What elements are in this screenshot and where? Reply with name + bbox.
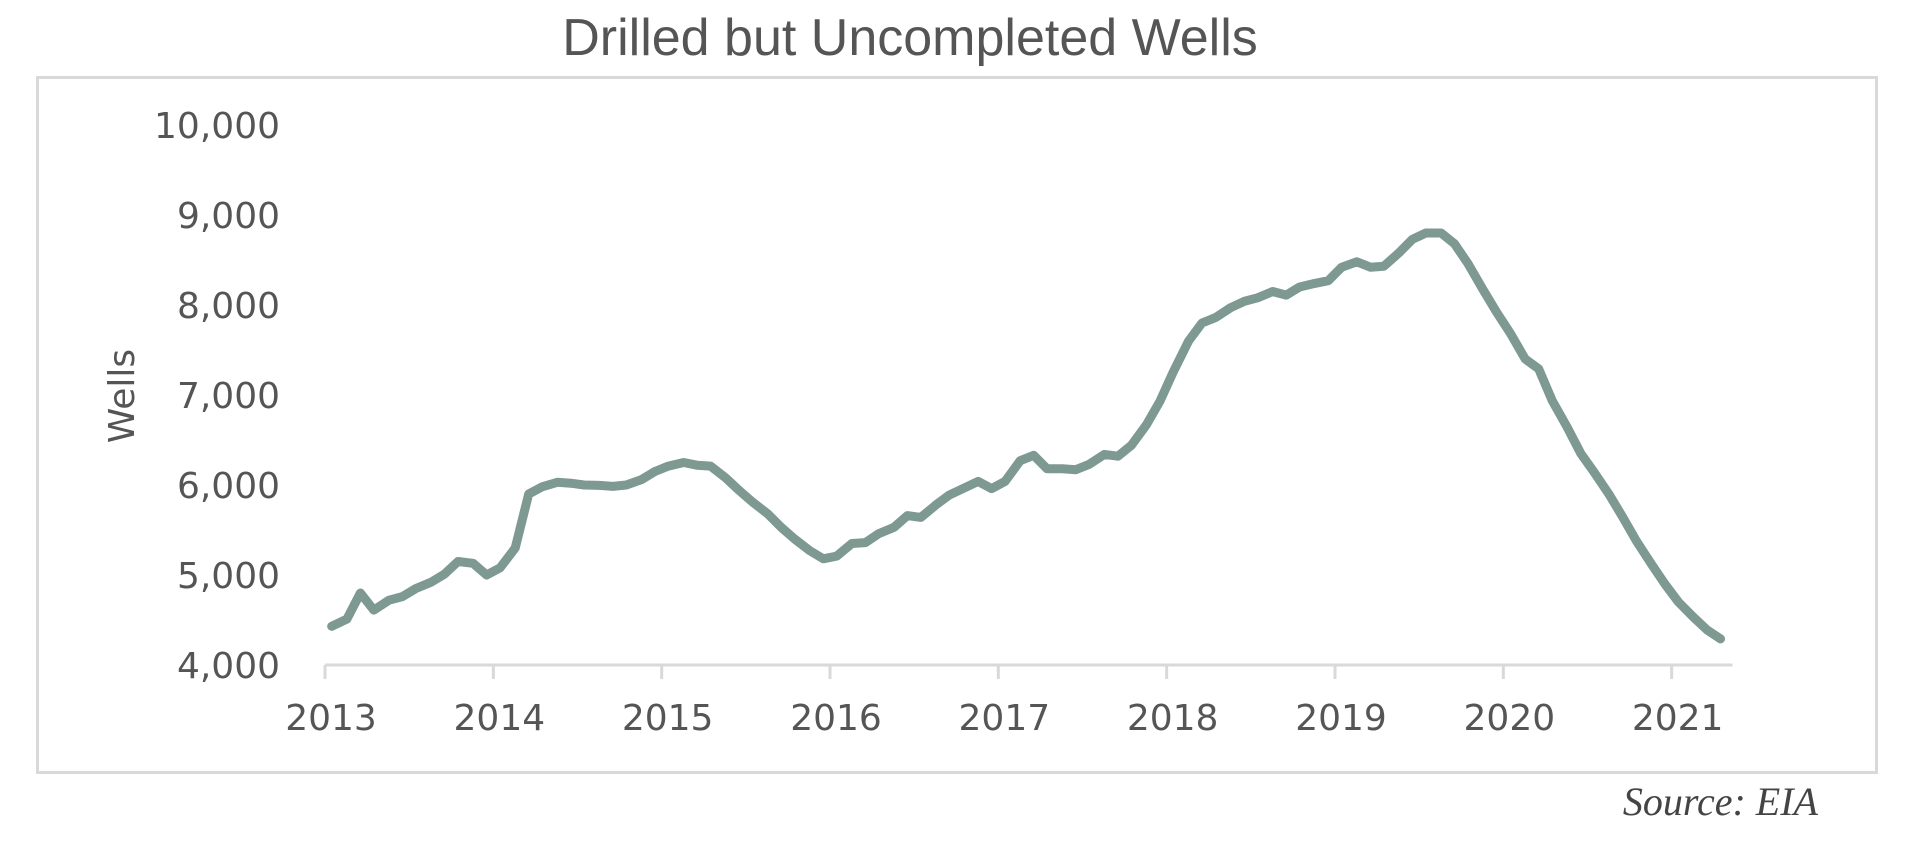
series-layer — [327, 228, 1725, 644]
x-axis: 2013 2014 2015 2016 2017 2018 2019 2020 2021 — [285, 663, 1733, 739]
y-tick-label: 7,000 — [177, 376, 280, 417]
x-tick-label: 2013 — [285, 698, 377, 739]
x-tick-label: 2020 — [1464, 698, 1556, 739]
x-tick-label: 2018 — [1127, 698, 1219, 739]
y-tick-label: 6,000 — [177, 466, 280, 507]
y-tick-label: 4,000 — [177, 646, 280, 687]
chart-frame — [36, 76, 1878, 774]
series-line — [327, 228, 1725, 644]
x-tick-label: 2017 — [959, 698, 1051, 739]
y-axis: 4,000 5,000 6,000 7,000 8,000 9,000 10,000 — [154, 106, 280, 687]
chart-title: Drilled but Uncompleted Wells — [562, 9, 1258, 67]
x-tick-label: 2014 — [454, 698, 546, 739]
y-tick-label: 5,000 — [177, 556, 280, 597]
y-axis-label: Wells — [102, 349, 143, 443]
source-note: Source: EIA — [1622, 779, 1818, 824]
y-tick-label: 10,000 — [154, 106, 280, 147]
x-tick-label: 2019 — [1295, 698, 1387, 739]
x-tick-label: 2016 — [790, 698, 882, 739]
y-tick-label: 8,000 — [177, 286, 280, 327]
x-tick-label: 2015 — [622, 698, 714, 739]
x-tick-label: 2021 — [1632, 698, 1724, 739]
y-tick-label: 9,000 — [177, 196, 280, 237]
